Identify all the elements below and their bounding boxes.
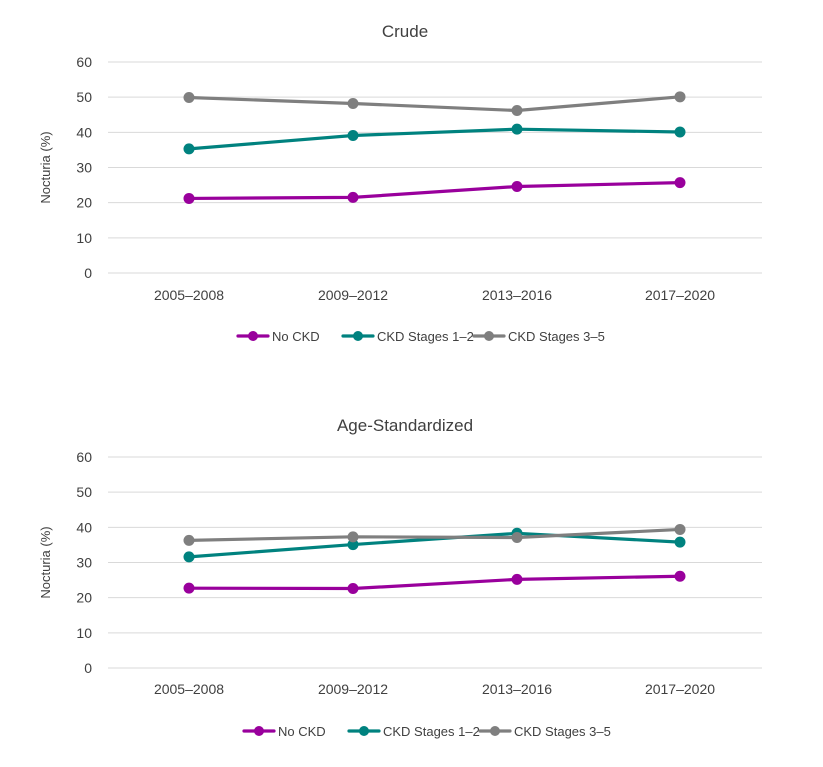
data-point (674, 536, 686, 548)
series-line (187, 574, 682, 591)
data-point (183, 143, 195, 155)
legend-swatch-marker (490, 726, 500, 736)
series-ckd-stages-3-5 (183, 91, 686, 117)
series-line (187, 127, 682, 151)
y-tick-label: 20 (76, 195, 92, 211)
legend-item: CKD Stages 3–5 (478, 724, 611, 739)
x-tick-label: 2017–2020 (645, 681, 715, 697)
data-point (183, 582, 195, 594)
data-point (347, 531, 359, 543)
chart-title: Crude (382, 22, 428, 41)
chart-title: Age-Standardized (337, 416, 473, 435)
legend-label: CKD Stages 3–5 (514, 724, 611, 739)
data-point (511, 573, 523, 585)
y-tick-label: 10 (76, 230, 92, 246)
y-tick-label: 30 (76, 160, 92, 176)
data-point (347, 97, 359, 109)
legend-item: CKD Stages 1–2 (347, 724, 480, 739)
data-point (674, 91, 686, 103)
x-tick-label: 2005–2008 (154, 287, 224, 303)
legend-swatch-marker (484, 331, 494, 341)
series-line (187, 527, 682, 542)
series-ckd-stages-3-5 (183, 523, 686, 546)
chart-2: Age-Standardized 0 10 20 30 40 50 60 Nocturia (%… (38, 416, 762, 739)
data-point (183, 192, 195, 204)
data-point (347, 539, 359, 551)
series-line (187, 181, 682, 201)
data-point (183, 534, 195, 546)
data-point (347, 129, 359, 141)
data-point (511, 532, 523, 544)
x-tick-label: 2009–2012 (318, 681, 388, 697)
data-point (511, 180, 523, 192)
y-tick-label: 20 (76, 590, 92, 606)
legend-label: CKD Stages 1–2 (383, 724, 480, 739)
legend-swatch-marker (359, 726, 369, 736)
data-point (183, 551, 195, 563)
legend-item: No CKD (236, 329, 320, 344)
series-ckd-stages-1-2 (183, 527, 686, 563)
y-axis-label: Nocturia (%) (38, 526, 53, 598)
legend-swatch-marker (254, 726, 264, 736)
legend-item: CKD Stages 3–5 (472, 329, 605, 344)
x-tick-label: 2013–2016 (482, 287, 552, 303)
data-point (511, 105, 523, 117)
series-line (187, 95, 682, 113)
data-point (347, 583, 359, 595)
legend: No CKD CKD Stages 1–2 CKD Stages 3–5 (236, 329, 605, 344)
y-tick-label: 0 (84, 265, 92, 281)
series-no-ckd (183, 177, 686, 204)
legend-label: No CKD (278, 724, 326, 739)
y-tick-label: 50 (76, 484, 92, 500)
y-axis-label: Nocturia (%) (38, 131, 53, 203)
y-tick-label: 50 (76, 89, 92, 105)
data-point (183, 92, 195, 104)
data-point (511, 123, 523, 135)
data-point (674, 523, 686, 535)
y-tick-label: 30 (76, 555, 92, 571)
legend-label: No CKD (272, 329, 320, 344)
legend-swatch-marker (353, 331, 363, 341)
data-point (674, 177, 686, 189)
data-point (674, 570, 686, 582)
series-line (187, 531, 682, 559)
x-tick-label: 2005–2008 (154, 681, 224, 697)
legend-label: CKD Stages 1–2 (377, 329, 474, 344)
x-tick-label: 2009–2012 (318, 287, 388, 303)
y-tick-label: 0 (84, 660, 92, 676)
legend-swatch-marker (248, 331, 258, 341)
data-point (674, 126, 686, 138)
y-tick-label: 60 (76, 54, 92, 70)
data-point (347, 191, 359, 203)
legend-label: CKD Stages 3–5 (508, 329, 605, 344)
legend: No CKD CKD Stages 1–2 CKD Stages 3–5 (242, 724, 611, 739)
x-tick-label: 2013–2016 (482, 681, 552, 697)
series-no-ckd (183, 570, 686, 595)
y-tick-label: 10 (76, 625, 92, 641)
y-tick-label: 40 (76, 124, 92, 140)
series-ckd-stages-1-2 (183, 123, 686, 155)
legend-item: CKD Stages 1–2 (341, 329, 474, 344)
chart-1: Crude 0 10 20 30 40 50 60 Nocturia (%) 2005–2008 2… (38, 22, 762, 344)
y-tick-label: 60 (76, 449, 92, 465)
legend-item: No CKD (242, 724, 326, 739)
y-tick-label: 40 (76, 519, 92, 535)
x-tick-label: 2017–2020 (645, 287, 715, 303)
